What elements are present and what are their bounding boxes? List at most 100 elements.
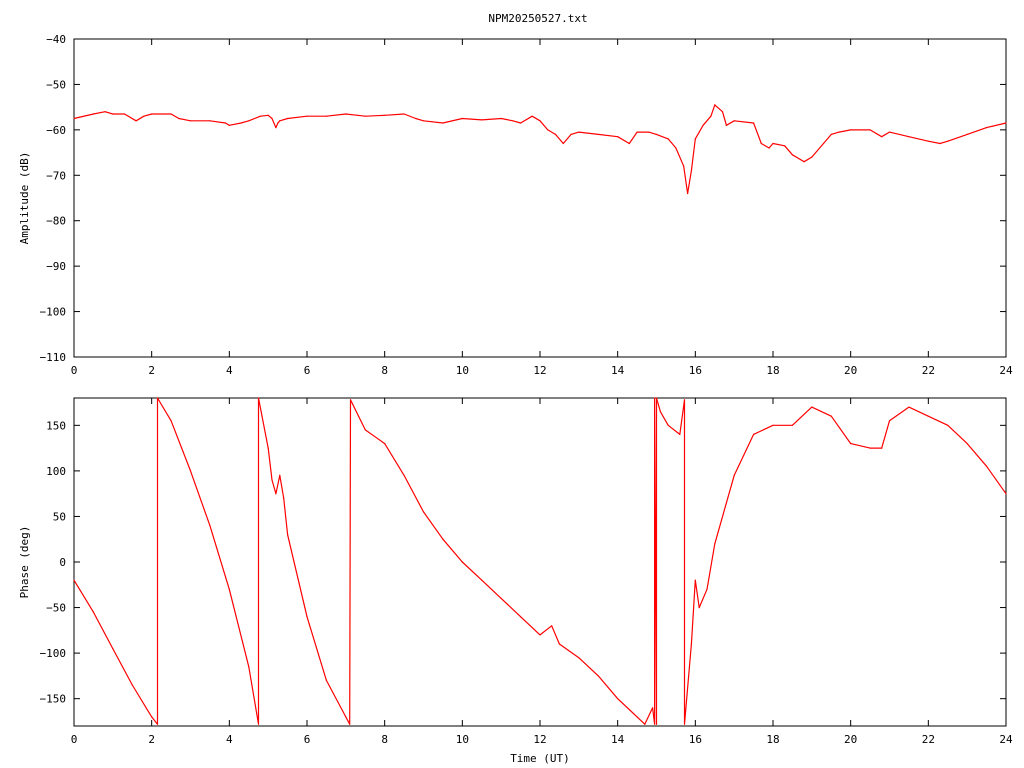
phase-data-point — [345, 716, 347, 718]
amplitude-data-point — [714, 104, 716, 106]
amplitude-data-point — [151, 113, 153, 115]
phase-data-point — [558, 643, 561, 645]
amplitude-data-point — [104, 111, 106, 113]
amplitude-data-point — [721, 111, 724, 113]
phase-data-point — [403, 474, 405, 476]
phase-data-point — [655, 397, 658, 399]
phase-data-point — [283, 497, 285, 499]
amplitude-y-tick-label: −70 — [46, 169, 66, 182]
amplitude-data-point — [966, 133, 968, 135]
amplitude-data-point — [772, 142, 774, 145]
amplitude-data-point — [520, 122, 522, 124]
phase-panel: 0 2 4 6 8 10 12 14 16 18 20 22 24150100500−50−100−15… — [40, 397, 1013, 746]
phase-data-point — [156, 397, 159, 399]
amplitude-data-point — [562, 142, 564, 145]
phase-data-point — [539, 634, 541, 636]
amplitude-data-point — [306, 115, 308, 117]
phase-data-point — [698, 607, 700, 609]
amplitude-data-point — [687, 192, 689, 195]
phase-y-tick-label: −50 — [46, 602, 66, 615]
amplitude-data-point — [694, 138, 696, 140]
phase-data-point — [500, 597, 502, 600]
amplitude-data-point — [461, 117, 463, 120]
phase-data-point — [306, 616, 308, 618]
phase-data-point — [248, 666, 250, 668]
amplitude-data-point — [636, 131, 638, 133]
amplitude-data-point — [143, 115, 145, 117]
amplitude-data-point — [690, 170, 693, 172]
amplitude-data-point — [364, 115, 366, 117]
phase-data-point — [520, 616, 522, 618]
amplitude-x-tick-label: 20 — [844, 364, 857, 377]
phase-data-point — [772, 424, 774, 426]
amplitude-data-point — [648, 131, 650, 133]
amplitude-x-tick-label: 2 — [148, 364, 155, 377]
phase-x-tick-label: 22 — [922, 733, 935, 746]
amplitude-data-point — [189, 120, 192, 122]
amplitude-data-point — [683, 165, 685, 167]
amplitude-data-point — [73, 117, 75, 120]
amplitude-data-point — [209, 120, 211, 122]
amplitude-data-point — [547, 129, 549, 131]
amplitude-data-point — [784, 145, 786, 147]
amplitude-data-point — [170, 113, 172, 115]
amplitude-data-point — [927, 140, 929, 142]
phase-x-tick-label: 0 — [71, 733, 78, 746]
phase-data-point — [791, 424, 794, 426]
amplitude-data-point — [325, 115, 327, 117]
amplitude-data-point — [277, 122, 279, 124]
phase-data-point — [349, 399, 352, 401]
phase-data-point — [636, 716, 638, 718]
amplitude-data-point — [178, 117, 180, 120]
amplitude-x-tick-label: 16 — [689, 364, 702, 377]
amplitude-data-point — [768, 147, 770, 149]
phase-data-point — [881, 447, 883, 449]
phase-data-point — [706, 588, 708, 590]
amplitude-data-point — [803, 161, 805, 163]
phase-data-point — [364, 429, 366, 431]
phase-data-point — [654, 397, 656, 399]
amplitude-data-point — [422, 120, 425, 122]
phase-x-tick-label: 16 — [689, 733, 702, 746]
amplitude-data-point — [403, 113, 405, 115]
phase-data-point — [461, 561, 463, 563]
phase-x-tick-label: 24 — [999, 733, 1013, 746]
amplitude-data-point — [888, 131, 891, 133]
phase-data-point — [271, 479, 273, 481]
phase-data-point — [112, 648, 114, 650]
amplitude-x-tick-label: 8 — [381, 364, 388, 377]
amplitude-trace — [73, 104, 1007, 195]
amplitude-data-point — [628, 142, 630, 145]
chart-title: NPM20250527.txt — [488, 12, 587, 25]
amplitude-data-point — [850, 129, 852, 131]
amplitude-data-point — [753, 122, 755, 124]
phase-data-point — [551, 625, 553, 627]
phase-x-tick-label: 10 — [456, 733, 469, 746]
amplitude-data-point — [597, 133, 599, 135]
amplitude-data-point — [702, 124, 704, 126]
phase-x-tick-label: 6 — [304, 733, 311, 746]
phase-data-point — [287, 534, 289, 536]
phase-data-point — [694, 579, 696, 581]
phase-y-tick-label: −100 — [40, 647, 67, 660]
phase-data-point — [966, 443, 968, 445]
amplitude-data-point — [725, 124, 728, 126]
phase-data-point — [733, 474, 735, 476]
amplitude-data-point — [578, 131, 580, 133]
amplitude-y-tick-label: −80 — [46, 215, 66, 228]
amplitude-data-point — [275, 127, 277, 129]
phase-data-point — [654, 723, 656, 725]
amplitude-data-point — [667, 138, 669, 140]
phase-y-tick-label: 150 — [46, 419, 66, 432]
phase-data-point — [659, 411, 662, 413]
phase-data-point — [422, 511, 425, 513]
amplitude-data-point — [838, 131, 840, 133]
phase-data-point — [267, 447, 269, 449]
phase-data-point — [753, 433, 755, 435]
amplitude-data-point — [415, 117, 417, 120]
amplitude-x-tick-label: 4 — [226, 364, 233, 377]
phase-y-tick-label: −150 — [40, 693, 67, 706]
amplitude-x-tick-label: 22 — [922, 364, 935, 377]
phase-data-point — [714, 543, 716, 545]
amplitude-y-tick-label: −100 — [40, 306, 67, 319]
